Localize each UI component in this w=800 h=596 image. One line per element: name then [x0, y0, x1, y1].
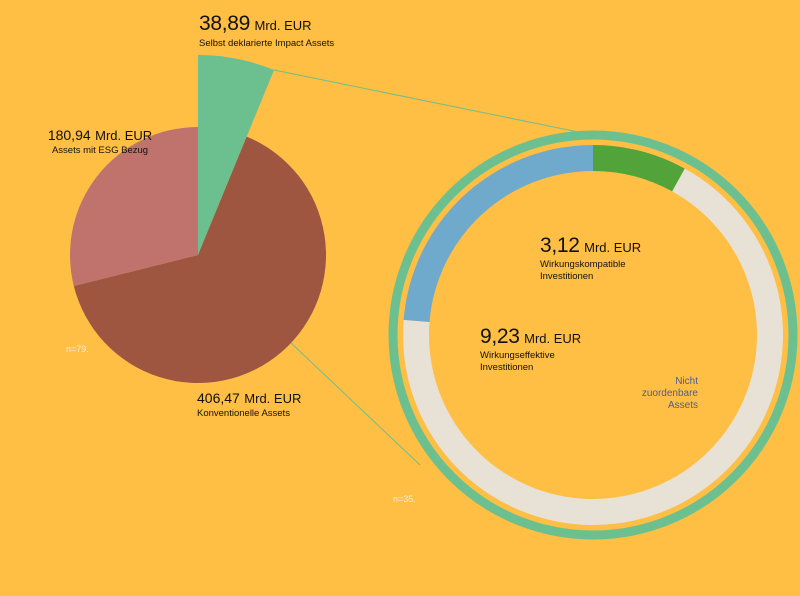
conv-label: 406,47 Mrd. EUR Konventionelle Assets	[197, 390, 301, 420]
main-pie	[69, 55, 326, 383]
compat-name-1: Wirkungskompatible	[540, 259, 626, 270]
effect-label: 9,23 Mrd. EUR Wirkungseffektive Investit…	[480, 325, 581, 374]
unassigned-label: Nicht zuordenbare Assets	[608, 376, 698, 412]
effect-unit: Mrd. EUR	[524, 331, 582, 346]
n-right-note: n=35.	[393, 494, 416, 504]
esg-name: Assets mit ESG Bezug	[51, 145, 149, 156]
effect-value: 9,23	[480, 325, 520, 348]
effect-name-1: Wirkungseffektive	[480, 350, 555, 361]
unassigned-line-2: zuordenbare	[641, 388, 698, 399]
pie-slice-selbst-deklarierte-impact-assets	[198, 55, 275, 255]
esg-label: 180,94 Mrd. EUR Assets mit ESG Bezug	[10, 127, 190, 157]
pie-slice-konventionelle-assets	[73, 136, 326, 383]
connector-line-top	[273, 69, 594, 136]
n-left-note: n=79.	[66, 344, 89, 354]
donut-outer-ring	[388, 130, 798, 540]
donut-segment-wirkungseffektive-investitionen	[403, 145, 593, 322]
compat-name-2: Investitionen	[540, 271, 594, 282]
pie-slice-assets-mit-esg-bezug	[69, 127, 198, 286]
impact-unit: Mrd. EUR	[254, 18, 312, 33]
esg-unit: Mrd. EUR	[95, 128, 153, 143]
impact-donut	[388, 130, 798, 540]
impact-label: 38,89 Mrd. EUR Selbst deklarierte Impact…	[199, 12, 334, 50]
effect-name-2: Investitionen	[480, 362, 534, 373]
impact-value: 38,89	[199, 12, 251, 35]
compat-value: 3,12	[540, 234, 580, 257]
conv-unit: Mrd. EUR	[244, 391, 302, 406]
compat-label: 3,12 Mrd. EUR Wirkungskompatible Investi…	[540, 234, 641, 283]
conv-value: 406,47	[197, 390, 240, 406]
impact-name: Selbst deklarierte Impact Assets	[199, 38, 335, 49]
donut-segment-wirkungskompatible-investitionen	[593, 145, 685, 192]
esg-value: 180,94	[47, 127, 91, 143]
conv-name: Konventionelle Assets	[197, 408, 290, 419]
unassigned-line-3: Assets	[667, 400, 698, 411]
unassigned-line-1: Nicht	[675, 376, 698, 387]
compat-unit: Mrd. EUR	[584, 240, 642, 255]
